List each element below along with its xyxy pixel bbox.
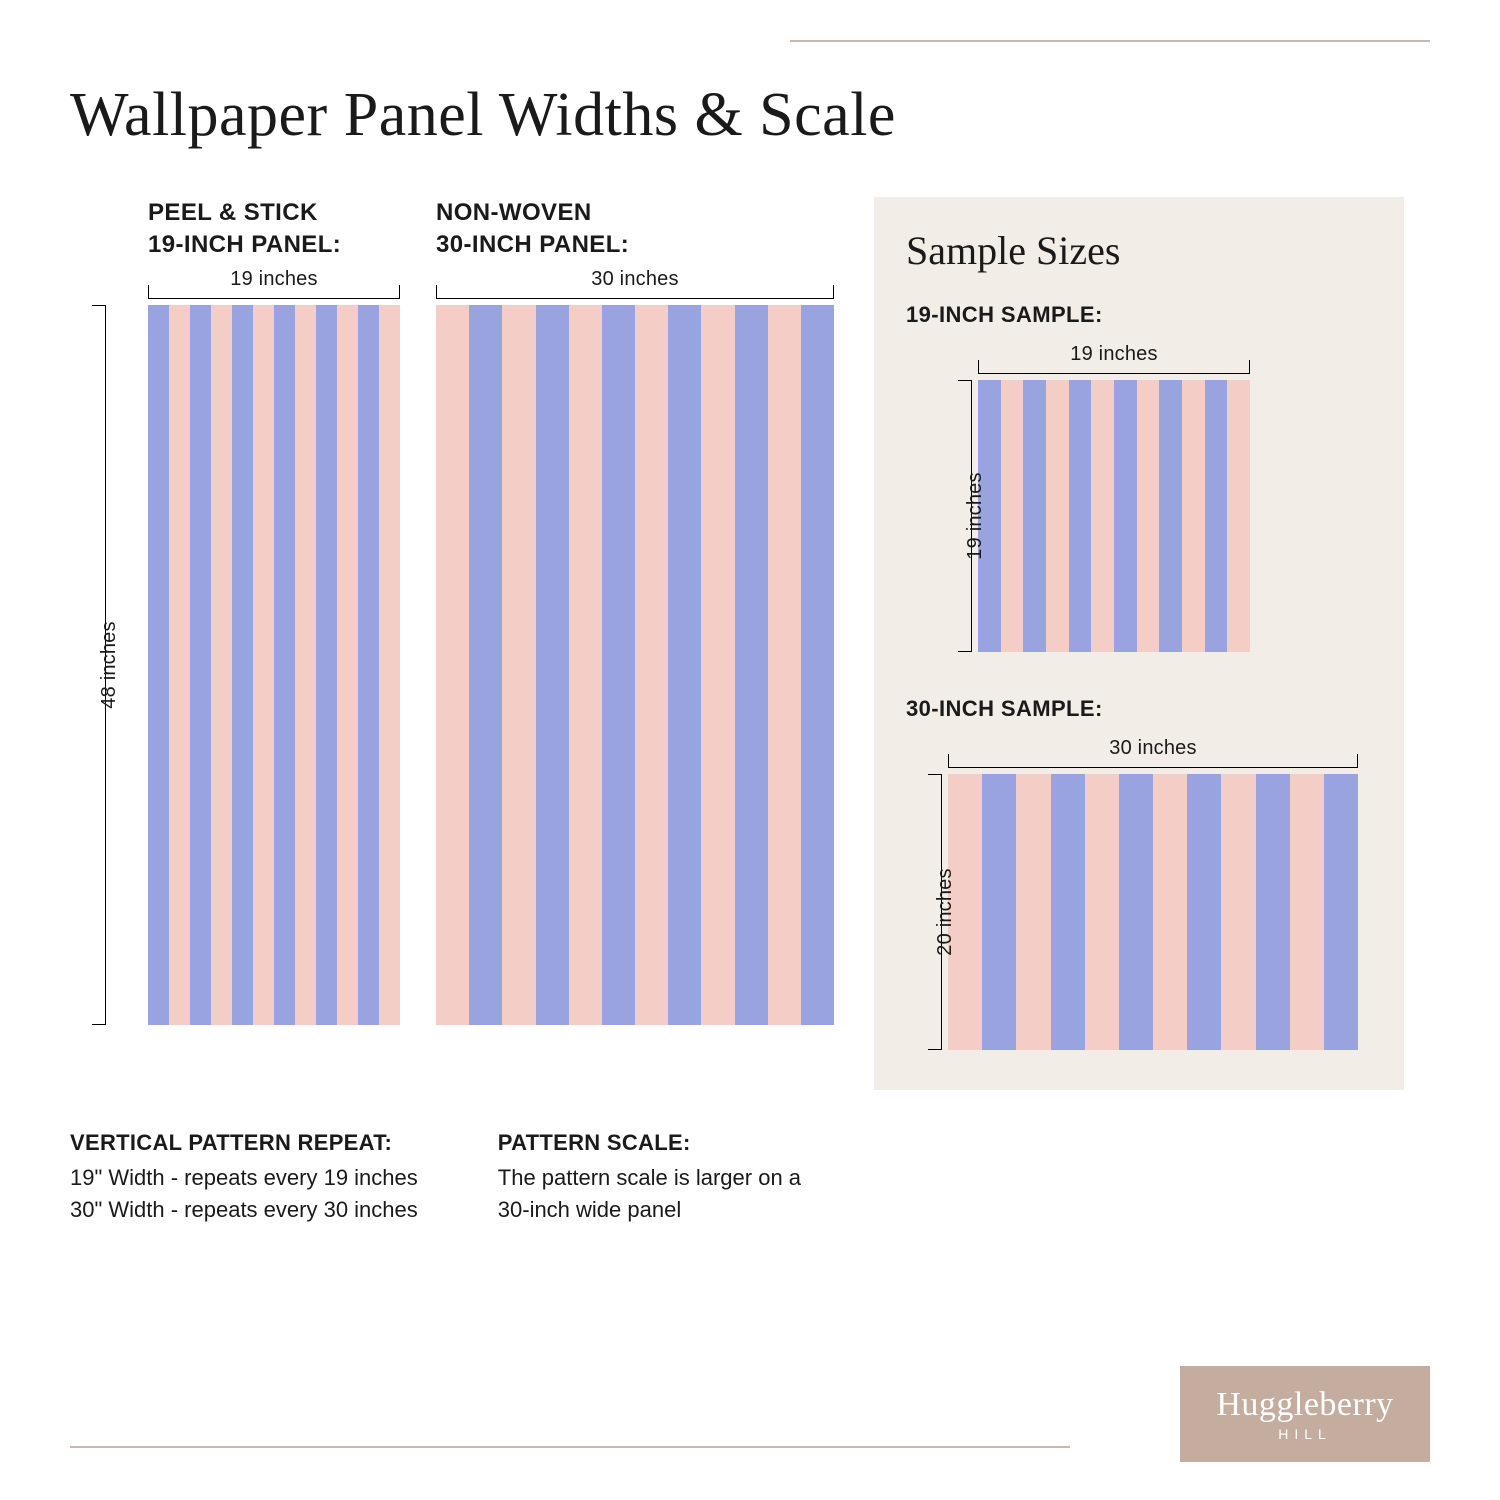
stripe <box>211 305 232 1025</box>
stripe <box>274 305 295 1025</box>
sample-sizes-title: Sample Sizes <box>906 227 1372 274</box>
stripe <box>1114 380 1137 652</box>
stripe <box>469 305 502 1025</box>
stripe <box>1227 380 1250 652</box>
panel-19-heading-l1: PEEL & STICK <box>148 197 400 229</box>
stripe <box>379 305 400 1025</box>
brand-name: Huggleberry <box>1216 1386 1393 1424</box>
stripe <box>1187 774 1221 1050</box>
page-title: Wallpaper Panel Widths & Scale <box>70 80 1430 151</box>
brand-logo: Huggleberry HILL <box>1180 1366 1430 1462</box>
stripe <box>169 305 190 1025</box>
stripe <box>1046 380 1069 652</box>
stripe <box>982 774 1016 1050</box>
top-rule <box>790 40 1430 42</box>
sample-30-width-label: 30 inches <box>948 737 1358 760</box>
sample-30-heading: 30-INCH SAMPLE: <box>906 696 1372 722</box>
sample-19-heading: 19-INCH SAMPLE: <box>906 302 1372 328</box>
stripe <box>1221 774 1255 1050</box>
panel-height-label: 48 inches <box>98 621 121 708</box>
sample-19-height-label: 19 inches <box>964 472 987 559</box>
sample-19-width-ruler: 19 inches <box>978 338 1250 380</box>
stripe <box>602 305 635 1025</box>
panel-30-width-label: 30 inches <box>436 268 834 291</box>
note-repeat: VERTICAL PATTERN REPEAT: 19" Width - rep… <box>70 1130 418 1226</box>
stripe <box>1182 380 1205 652</box>
panel-30-width-ruler: 30 inches <box>436 263 834 305</box>
stripe <box>1069 380 1092 652</box>
stripe <box>1290 774 1324 1050</box>
stripe <box>701 305 734 1025</box>
stripe <box>1016 774 1050 1050</box>
sample-19-width-label: 19 inches <box>978 343 1250 366</box>
panel-30-heading-l1: NON-WOVEN <box>436 197 834 229</box>
sample-19-height-ruler: 19 inches <box>936 380 978 652</box>
panel-height-ruler: 48 inches <box>70 305 112 1025</box>
note-scale: PATTERN SCALE: The pattern scale is larg… <box>498 1130 801 1226</box>
sample-30-width-ruler: 30 inches <box>948 732 1358 774</box>
stripe <box>1119 774 1153 1050</box>
panel-19-width-label: 19 inches <box>148 268 400 291</box>
stripe <box>190 305 211 1025</box>
stripe <box>148 305 169 1025</box>
footer-notes: VERTICAL PATTERN REPEAT: 19" Width - rep… <box>70 1130 1430 1226</box>
stripe <box>1085 774 1119 1050</box>
sample-30-block: 30-INCH SAMPLE: 20 inches 30 inches <box>906 696 1372 1050</box>
panel-30-heading-l2: 30-INCH PANEL: <box>436 229 834 261</box>
stripe <box>1091 380 1114 652</box>
stripe <box>1001 380 1024 652</box>
stripe <box>1324 774 1358 1050</box>
sample-19-block: 19-INCH SAMPLE: 19 inches 19 inches <box>906 302 1372 652</box>
note-repeat-heading: VERTICAL PATTERN REPEAT: <box>70 1130 418 1156</box>
stripe <box>569 305 602 1025</box>
stripe <box>337 305 358 1025</box>
note-repeat-line2: 30" Width - repeats every 30 inches <box>70 1194 418 1226</box>
stripe <box>801 305 834 1025</box>
sample-19-swatch <box>978 380 1250 652</box>
stripe <box>536 305 569 1025</box>
panel-19-width-ruler: 19 inches <box>148 263 400 305</box>
stripe <box>1051 774 1085 1050</box>
stripe <box>1153 774 1187 1050</box>
panel-height-column: 48 inches <box>70 197 112 1025</box>
stripe <box>1159 380 1182 652</box>
panel-19-swatch <box>148 305 400 1025</box>
stripe <box>1256 774 1290 1050</box>
panel-30: NON-WOVEN 30-INCH PANEL: 30 inches <box>436 197 834 1025</box>
stripe <box>436 305 469 1025</box>
stripe <box>253 305 274 1025</box>
stripe <box>1205 380 1228 652</box>
sample-30-swatch <box>948 774 1358 1050</box>
brand-sub: HILL <box>1278 1426 1332 1442</box>
stripe <box>295 305 316 1025</box>
stripe <box>1137 380 1160 652</box>
sample-sizes-box: Sample Sizes 19-INCH SAMPLE: 19 inches 1… <box>874 197 1404 1090</box>
stripe <box>502 305 535 1025</box>
stripe <box>1023 380 1046 652</box>
panels-group: 48 inches PEEL & STICK 19-INCH PANEL: 19… <box>70 197 834 1025</box>
stripe <box>635 305 668 1025</box>
stripe <box>358 305 379 1025</box>
main-row: 48 inches PEEL & STICK 19-INCH PANEL: 19… <box>70 197 1430 1090</box>
note-scale-heading: PATTERN SCALE: <box>498 1130 801 1156</box>
note-repeat-line1: 19" Width - repeats every 19 inches <box>70 1162 418 1194</box>
stripe <box>668 305 701 1025</box>
note-scale-line2: 30-inch wide panel <box>498 1194 801 1226</box>
sample-30-height-label: 20 inches <box>934 868 957 955</box>
stripe <box>768 305 801 1025</box>
sample-30-height-ruler: 20 inches <box>906 774 948 1050</box>
bottom-rule <box>70 1446 1070 1448</box>
stripe <box>232 305 253 1025</box>
panel-19: PEEL & STICK 19-INCH PANEL: 19 inches <box>148 197 400 1025</box>
panel-19-heading-l2: 19-INCH PANEL: <box>148 229 400 261</box>
stripe <box>316 305 337 1025</box>
stripe <box>735 305 768 1025</box>
note-scale-line1: The pattern scale is larger on a <box>498 1162 801 1194</box>
panel-30-swatch <box>436 305 834 1025</box>
